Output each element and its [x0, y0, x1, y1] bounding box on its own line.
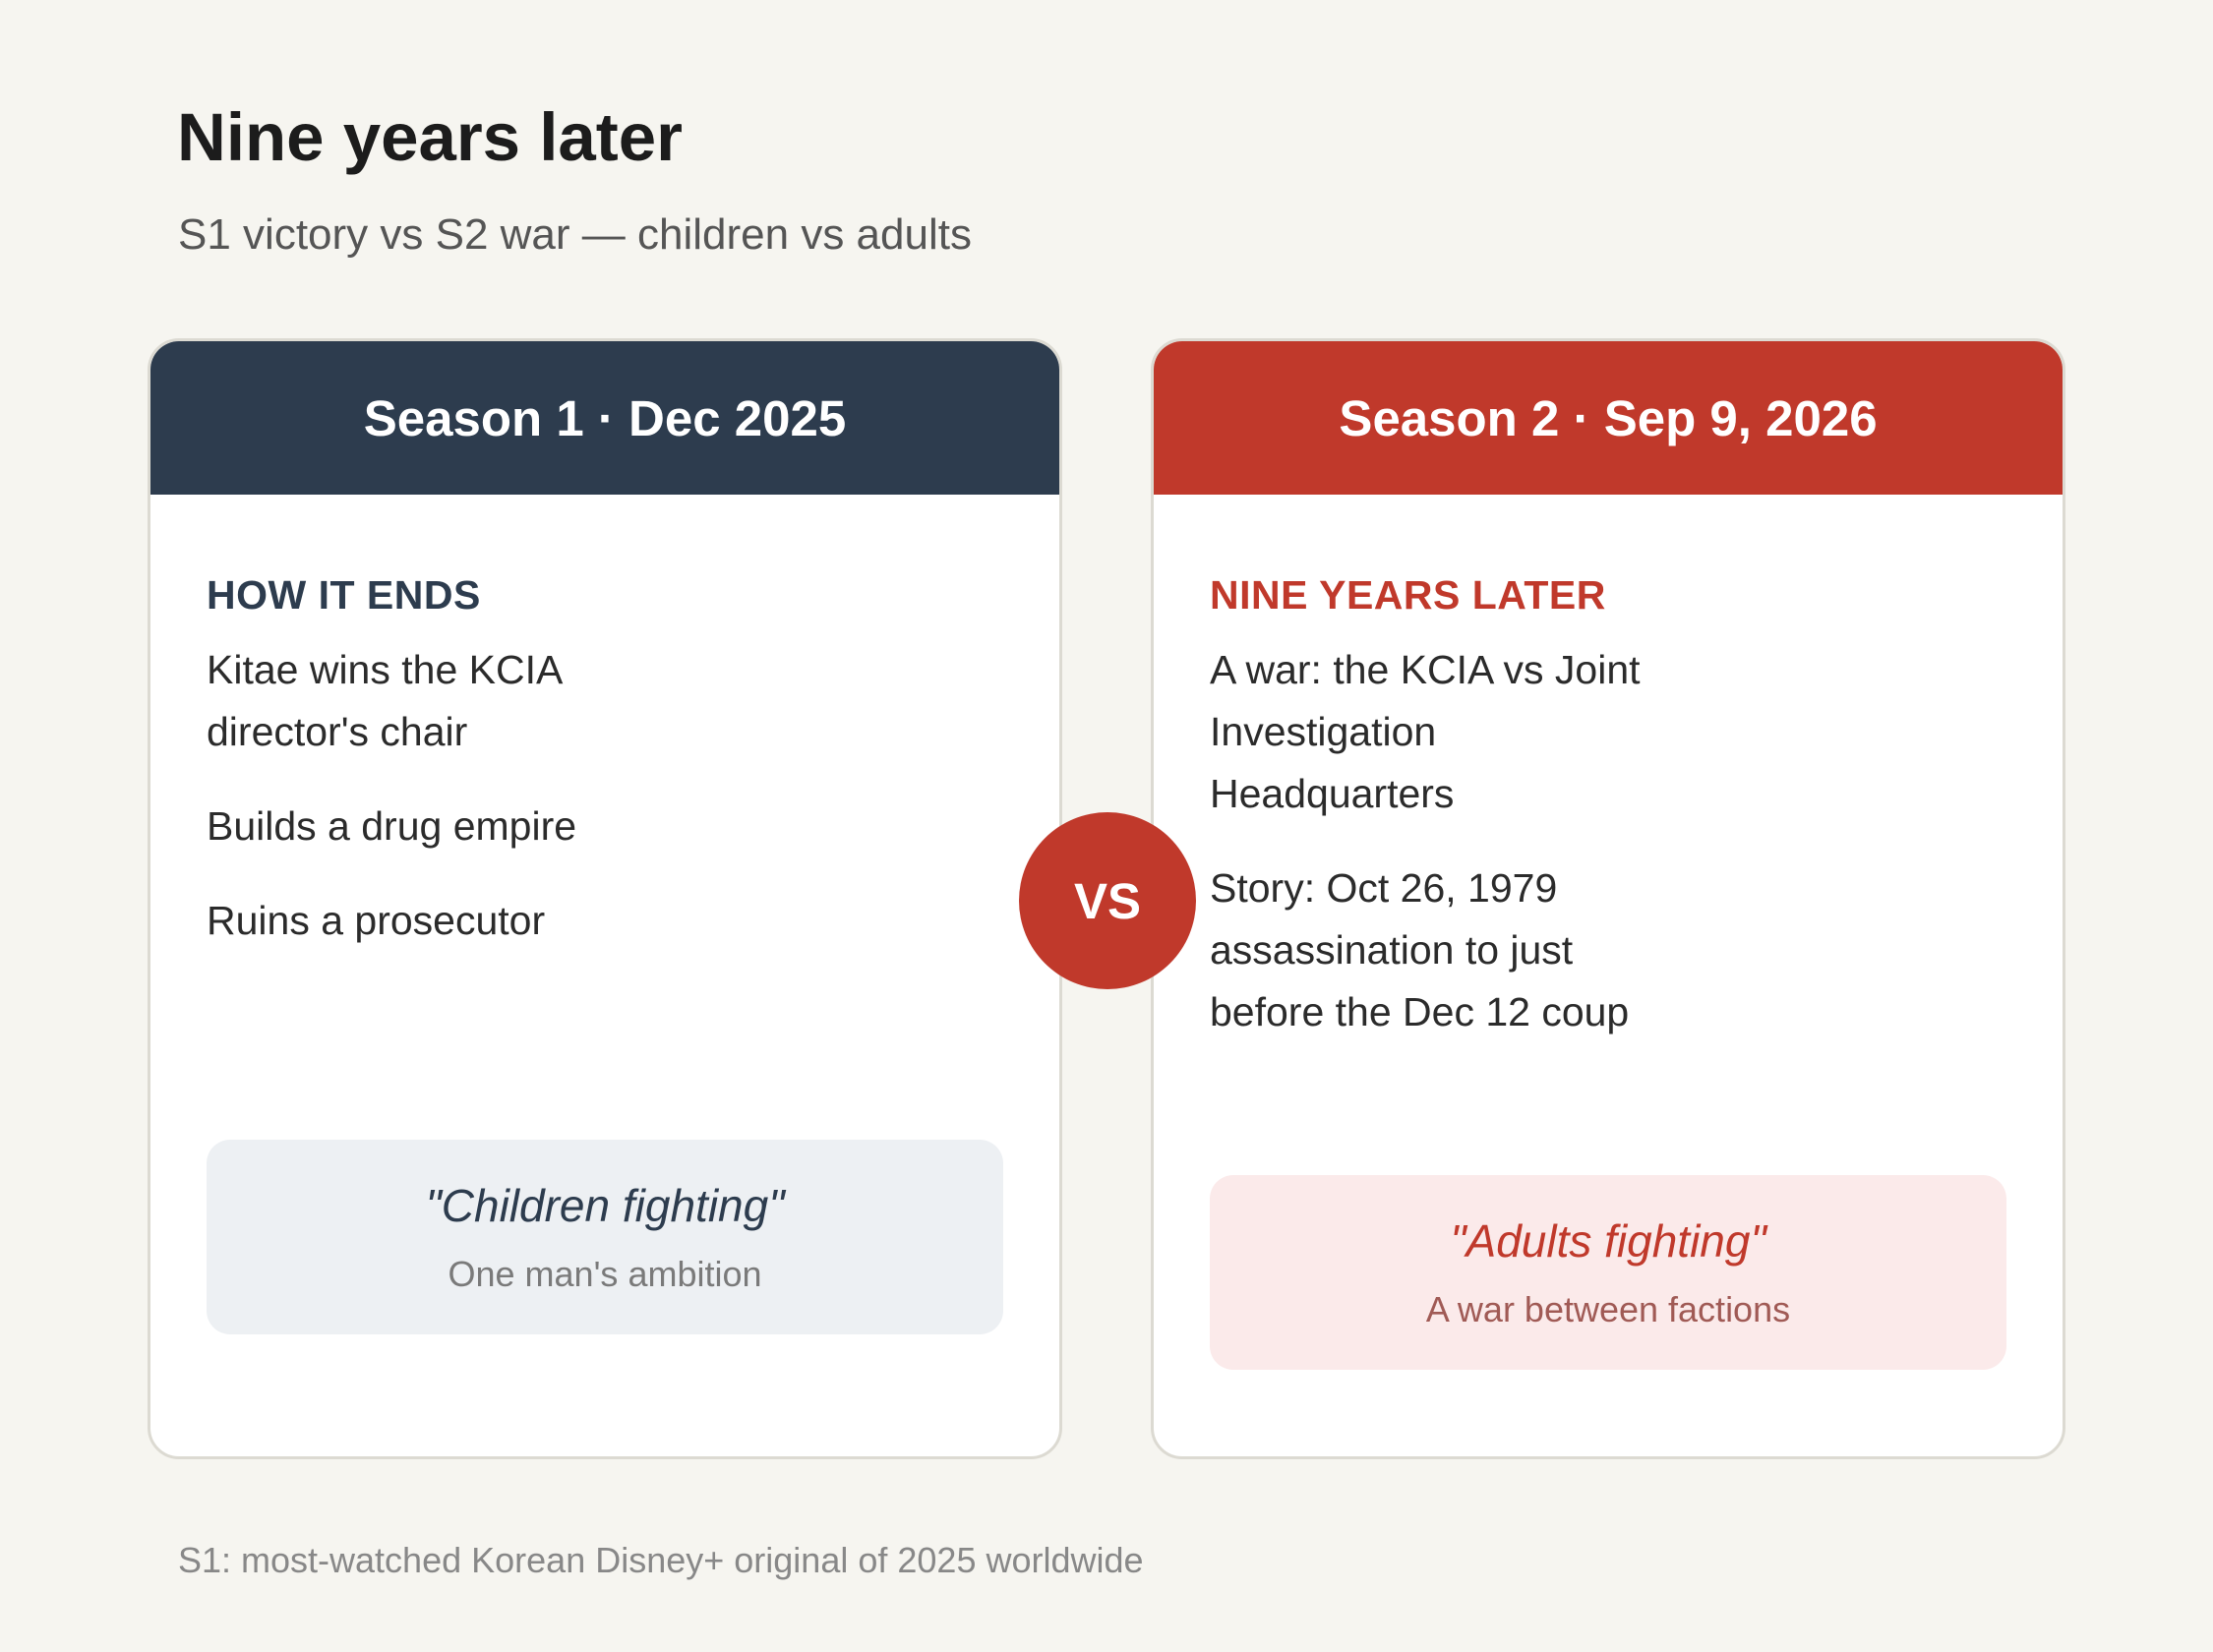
season-2-quote: "Adults fighting" — [1450, 1214, 1766, 1267]
season-2-header: Season 2 · Sep 9, 2026 — [1154, 341, 2063, 495]
season-1-quote-box: "Children fighting" One man's ambition — [207, 1140, 1003, 1334]
footer-note: S1: most-watched Korean Disney+ original… — [178, 1540, 1144, 1580]
season-2-card: Season 2 · Sep 9, 2026 NINE YEARS LATER … — [1151, 338, 2065, 1459]
season-2-section-label: NINE YEARS LATER — [1210, 572, 1606, 618]
season-1-point: Ruins a prosecutor — [207, 898, 546, 944]
season-1-point: Builds a drug empire — [207, 803, 577, 850]
season-2-point: Story: Oct 26, 1979 assassination to jus… — [1210, 865, 1630, 1035]
season-1-header: Season 1 · Dec 2025 — [150, 341, 1059, 495]
season-1-quote: "Children fighting" — [425, 1179, 785, 1231]
season-1-body: HOW IT ENDS Kitae wins the KCIA director… — [150, 572, 1059, 1334]
season-1-card: Season 1 · Dec 2025 HOW IT ENDS Kitae wi… — [148, 338, 1062, 1459]
vs-badge: VS — [1019, 812, 1196, 989]
season-2-quote-caption: A war between factions — [1425, 1288, 1791, 1329]
season-2-body: NINE YEARS LATER A war: the KCIA vs Join… — [1154, 572, 2063, 1370]
page-subtitle: S1 victory vs S2 war — children vs adult… — [178, 210, 972, 259]
season-1-points: Kitae wins the KCIA director's chair Bui… — [207, 639, 1003, 952]
season-2-points: A war: the KCIA vs Joint Investigation H… — [1210, 639, 2006, 1043]
season-2-point: A war: the KCIA vs Joint Investigation H… — [1210, 647, 1641, 817]
season-1-point: Kitae wins the KCIA director's chair — [207, 647, 562, 755]
season-1-section-label: HOW IT ENDS — [207, 572, 481, 618]
page-title: Nine years later — [177, 99, 683, 175]
season-1-quote-caption: One man's ambition — [448, 1253, 762, 1294]
season-2-quote-box: "Adults fighting" A war between factions — [1210, 1175, 2006, 1370]
